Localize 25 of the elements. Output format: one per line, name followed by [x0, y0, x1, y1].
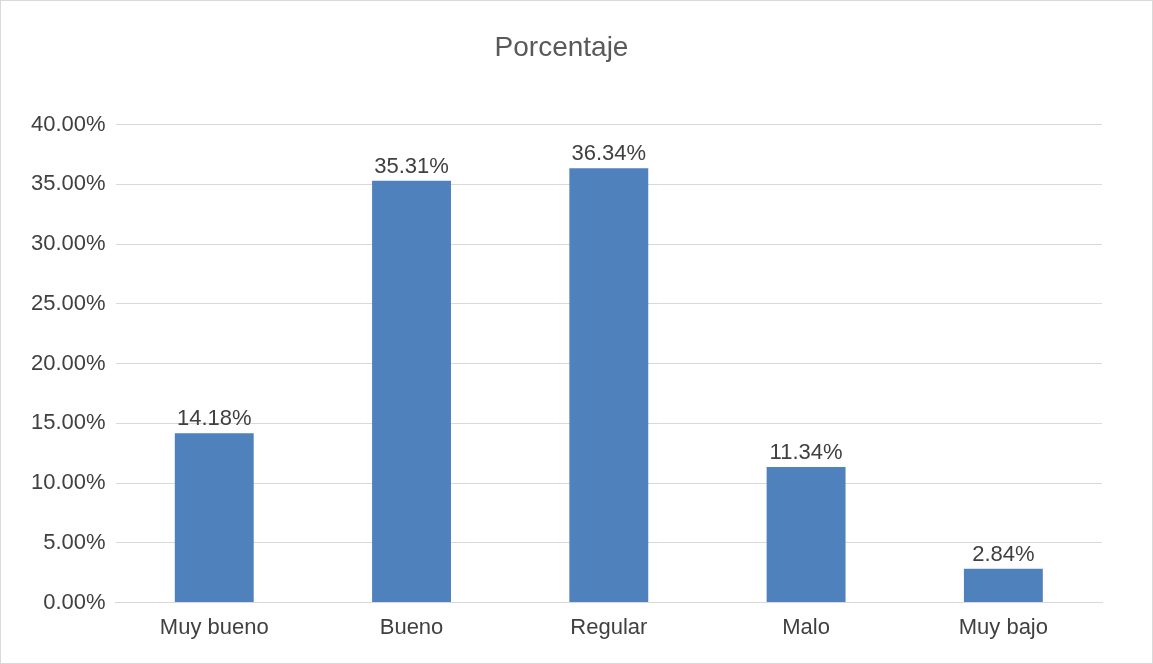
bar — [174, 433, 254, 603]
bar — [372, 180, 451, 603]
data-label: 11.34% — [769, 439, 843, 465]
bar — [569, 168, 649, 603]
y-tick-label: 0.00% — [43, 588, 106, 614]
data-label: 36.34% — [571, 140, 647, 166]
x-tick-label: Bueno — [379, 613, 444, 639]
bar — [766, 467, 846, 603]
x-tick-label: Muy bajo — [958, 613, 1048, 639]
y-tick-label: 20.00% — [30, 349, 106, 375]
y-tick-label: 35.00% — [30, 170, 106, 196]
data-label: 2.84% — [972, 540, 1035, 566]
data-label: 35.31% — [374, 152, 449, 178]
chart-title: Porcentaje — [494, 30, 629, 62]
y-tick-label: 30.00% — [30, 230, 106, 256]
y-tick-label: 10.00% — [30, 469, 106, 495]
x-tick-label: Muy bueno — [159, 613, 269, 639]
bar — [963, 568, 1043, 603]
x-tick-label: Regular — [570, 613, 648, 639]
y-tick-label: 15.00% — [30, 409, 106, 435]
y-tick-label: 5.00% — [43, 528, 106, 554]
x-tick-label: Malo — [782, 613, 830, 639]
y-tick-label: 25.00% — [30, 289, 106, 315]
data-label: 14.18% — [176, 405, 252, 431]
y-tick-label: 40.00% — [30, 110, 106, 136]
